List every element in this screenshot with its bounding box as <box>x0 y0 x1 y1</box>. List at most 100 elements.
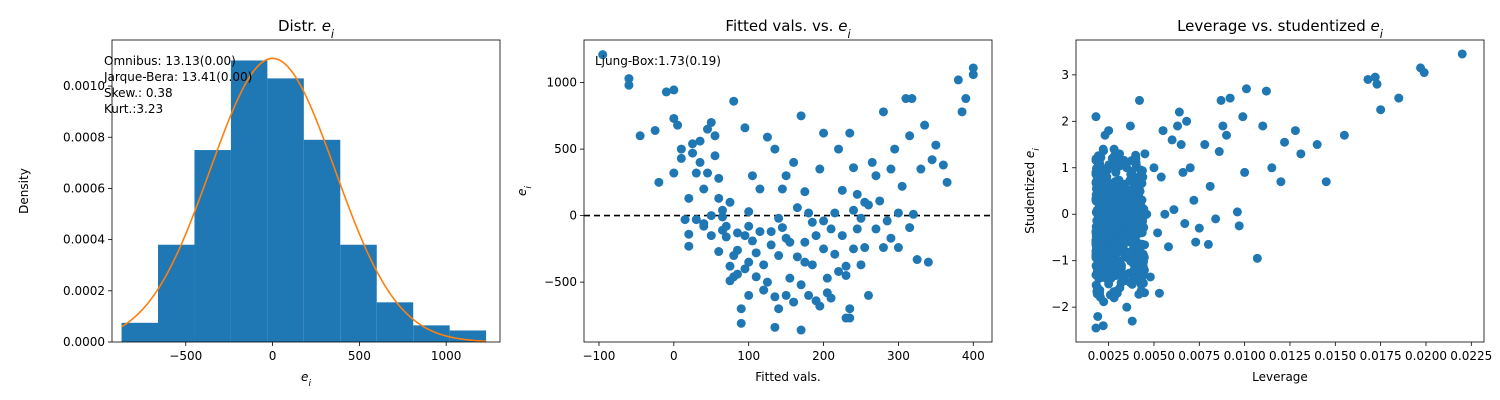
density-histogram-panel: −500 0 500 1000 0.0000 0.0002 0.0004 0.0006 0.00… <box>17 17 501 389</box>
scatter-point <box>878 243 888 253</box>
scatter-point <box>714 193 724 203</box>
scatter-point <box>811 231 821 241</box>
scatter-point <box>1136 177 1146 187</box>
scatter-point <box>938 160 948 170</box>
scatter-point <box>1240 167 1250 177</box>
scatter-point <box>1098 321 1108 331</box>
scatter-point <box>650 125 660 135</box>
scatter-point <box>740 123 750 133</box>
scatter-point <box>785 273 795 283</box>
x-tick-label: 0.0150 <box>1314 349 1356 363</box>
scatter-point <box>834 266 844 276</box>
scatter-point <box>890 144 900 154</box>
scatter-point <box>1131 153 1141 163</box>
scatter-point <box>875 196 885 206</box>
scatter-point <box>830 208 840 218</box>
scatter-point <box>826 224 836 234</box>
scatter-point <box>845 313 855 323</box>
scatter-point <box>968 63 978 73</box>
scatter-point <box>1372 79 1382 89</box>
scatter-point <box>732 245 742 255</box>
y-tick-label: 1 <box>1061 161 1069 175</box>
scatter-point <box>759 260 769 270</box>
scatter-point <box>1376 105 1386 115</box>
scatter-point <box>1133 220 1143 230</box>
scatter-point <box>807 217 817 227</box>
scatter-point <box>1126 226 1136 236</box>
x-tick-label: 200 <box>812 349 835 363</box>
scatter-point <box>804 208 814 218</box>
scatter-point <box>721 221 731 231</box>
y-tick-label: 2 <box>1061 114 1069 128</box>
chart-title: Leverage vs. studentized ei <box>1177 17 1384 41</box>
histogram-bar <box>413 325 450 342</box>
scatter-point <box>635 131 645 141</box>
scatter-point <box>1158 126 1168 136</box>
scatter-point <box>766 227 776 237</box>
scatter-point <box>822 273 832 283</box>
scatter-point <box>1214 147 1224 157</box>
scatter-point <box>830 249 840 259</box>
x-tick-label: 100 <box>737 349 760 363</box>
y-tick-label: −1 <box>1051 254 1069 268</box>
scatter-point <box>837 185 847 195</box>
scatter-point <box>1109 293 1119 303</box>
scatter-point <box>845 128 855 138</box>
scatter-point <box>740 231 750 241</box>
scatter-point <box>725 261 735 271</box>
x-tick-label: −100 <box>582 349 615 363</box>
scatter-point <box>1129 265 1139 275</box>
scatter-point <box>732 269 742 279</box>
scatter-point <box>1238 112 1248 122</box>
scatter-point <box>699 219 709 229</box>
x-tick-label: 0.0200 <box>1405 349 1447 363</box>
scatter-point <box>1156 172 1166 182</box>
x-tick-label: 0.0025 <box>1088 349 1130 363</box>
scatter-point <box>1136 165 1146 175</box>
x-tick-label: 0 <box>670 349 678 363</box>
scatter-point <box>673 120 683 130</box>
scatter-point <box>1134 251 1144 261</box>
scatter-point <box>1191 237 1201 247</box>
scatter-point <box>1134 95 1144 105</box>
scatter-point <box>1124 249 1134 259</box>
scatter-point <box>907 94 917 104</box>
scatter-point <box>1145 272 1155 282</box>
scatter-point <box>1234 221 1244 231</box>
scatter-point <box>688 148 698 158</box>
histogram-bar <box>158 244 195 342</box>
x-tick-label: 400 <box>962 349 985 363</box>
fitted-vs-residuals-panel: −100 0 100 200 300 400 −500 0 500 1000 Fitted vals… <box>515 17 993 384</box>
scatter-point <box>777 223 787 233</box>
y-tick-label: 0.0008 <box>63 130 105 144</box>
scatter-point <box>819 128 829 138</box>
y-tick-label: 1000 <box>546 76 577 90</box>
scatter-point <box>770 292 780 302</box>
scatter-point <box>841 270 851 280</box>
scatter-point <box>747 236 757 246</box>
x-tick-label: 0 <box>269 349 277 363</box>
scatter-point <box>732 228 742 238</box>
scatter-point <box>706 117 716 127</box>
scatter-point <box>680 215 690 225</box>
scatter-point <box>1115 213 1125 223</box>
x-axis-label: Leverage <box>1252 370 1308 384</box>
scatter-point <box>1091 112 1101 122</box>
ljung-box-annotation: Ljung-Box:1.73(0.19) <box>595 54 721 68</box>
scatter-point <box>1200 140 1210 150</box>
scatter-point <box>703 124 713 134</box>
scatter-point <box>661 87 671 97</box>
scatter-point <box>871 224 881 234</box>
scatter-point <box>800 257 810 267</box>
scatter-point <box>1178 167 1188 177</box>
scatter-point <box>624 74 634 84</box>
scatter-point <box>1106 269 1116 279</box>
histogram-bar <box>376 302 414 342</box>
scatter-point <box>882 216 892 226</box>
scatter-point <box>729 96 739 106</box>
scatter-point <box>1107 256 1117 266</box>
scatter-point <box>740 264 750 274</box>
scatter-point <box>1127 234 1137 244</box>
histogram-bar <box>121 322 159 342</box>
